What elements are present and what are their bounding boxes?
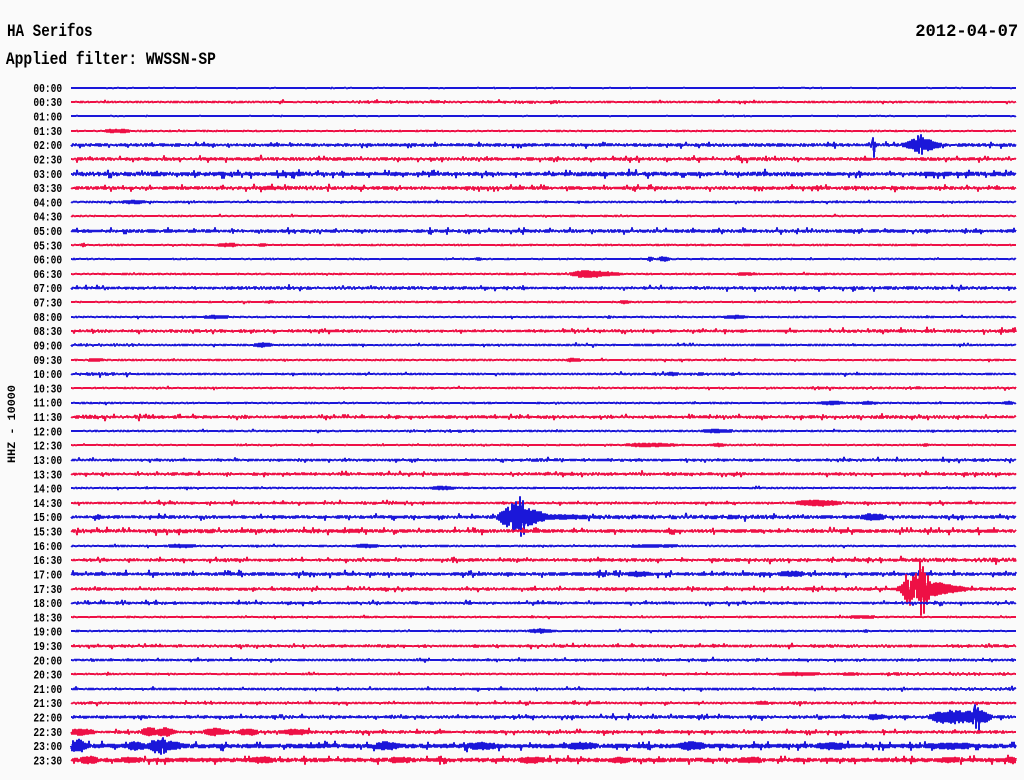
svg-text:06:30: 06:30 xyxy=(33,268,62,282)
svg-text:HA Serifos: HA Serifos xyxy=(7,22,93,42)
svg-text:HHZ - 10000: HHZ - 10000 xyxy=(7,385,19,463)
svg-text:01:00: 01:00 xyxy=(33,111,62,125)
svg-text:21:30: 21:30 xyxy=(33,697,62,711)
svg-text:10:30: 10:30 xyxy=(33,382,62,396)
svg-text:17:30: 17:30 xyxy=(33,583,62,597)
svg-text:17:00: 17:00 xyxy=(33,568,62,582)
svg-text:15:30: 15:30 xyxy=(33,526,62,540)
svg-text:00:00: 00:00 xyxy=(33,82,62,96)
svg-text:12:30: 12:30 xyxy=(33,440,62,454)
svg-text:19:00: 19:00 xyxy=(33,626,62,640)
svg-text:22:30: 22:30 xyxy=(33,726,62,740)
svg-text:05:30: 05:30 xyxy=(33,239,62,253)
svg-text:16:30: 16:30 xyxy=(33,554,62,568)
svg-text:20:00: 20:00 xyxy=(33,654,62,668)
svg-text:09:00: 09:00 xyxy=(33,340,62,354)
svg-text:18:00: 18:00 xyxy=(33,597,62,611)
svg-text:06:00: 06:00 xyxy=(33,254,62,268)
svg-text:13:00: 13:00 xyxy=(33,454,62,468)
svg-text:11:30: 11:30 xyxy=(33,411,62,425)
svg-text:01:30: 01:30 xyxy=(33,125,62,139)
svg-text:07:00: 07:00 xyxy=(33,282,62,296)
svg-text:16:00: 16:00 xyxy=(33,540,62,554)
svg-text:14:00: 14:00 xyxy=(33,483,62,497)
svg-text:Applied filter: WWSSN-SP: Applied filter: WWSSN-SP xyxy=(6,50,216,70)
svg-text:03:00: 03:00 xyxy=(33,168,62,182)
svg-text:09:30: 09:30 xyxy=(33,354,62,368)
svg-text:19:30: 19:30 xyxy=(33,640,62,654)
svg-text:10:00: 10:00 xyxy=(33,368,62,382)
svg-text:18:30: 18:30 xyxy=(33,611,62,625)
svg-text:07:30: 07:30 xyxy=(33,297,62,311)
svg-text:21:00: 21:00 xyxy=(33,683,62,697)
svg-text:22:00: 22:00 xyxy=(33,712,62,726)
svg-text:23:00: 23:00 xyxy=(33,740,62,754)
svg-text:02:30: 02:30 xyxy=(33,153,62,167)
svg-text:12:00: 12:00 xyxy=(33,425,62,439)
svg-text:04:00: 04:00 xyxy=(33,196,62,210)
svg-text:11:00: 11:00 xyxy=(33,397,62,411)
svg-text:13:30: 13:30 xyxy=(33,468,62,482)
svg-text:2012-04-07: 2012-04-07 xyxy=(915,22,1018,42)
svg-text:04:30: 04:30 xyxy=(33,211,62,225)
svg-text:14:30: 14:30 xyxy=(33,497,62,511)
svg-text:08:30: 08:30 xyxy=(33,325,62,339)
svg-text:02:00: 02:00 xyxy=(33,139,62,153)
svg-text:03:30: 03:30 xyxy=(33,182,62,196)
svg-text:23:30: 23:30 xyxy=(33,755,62,769)
svg-text:08:00: 08:00 xyxy=(33,311,62,325)
svg-text:05:00: 05:00 xyxy=(33,225,62,239)
svg-text:00:30: 00:30 xyxy=(33,96,62,110)
svg-text:15:00: 15:00 xyxy=(33,511,62,525)
svg-text:20:30: 20:30 xyxy=(33,669,62,683)
